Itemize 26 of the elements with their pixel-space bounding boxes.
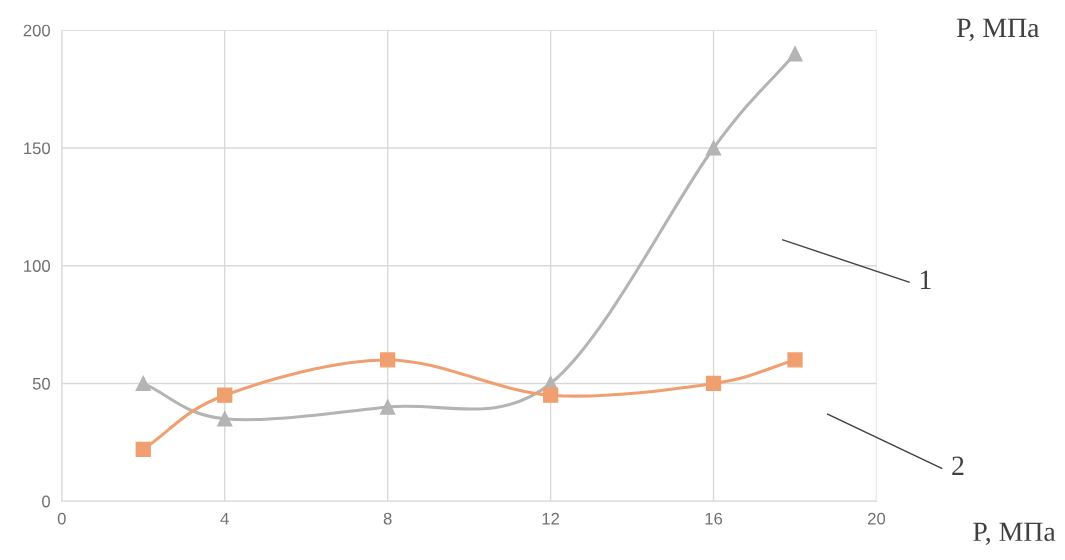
y-tick-label: 150: [24, 142, 51, 155]
text: 2: [952, 456, 964, 475]
point: [217, 387, 233, 403]
x-tick-label: 4: [220, 512, 229, 525]
x-tick-label: 8: [383, 512, 392, 525]
y-tick-label: 0: [42, 495, 51, 508]
x-tick-label: 0: [57, 512, 66, 525]
point: [135, 441, 151, 458]
point: [380, 399, 396, 415]
y-tick-label: 100: [24, 260, 51, 272]
point: [380, 352, 396, 368]
x-tick-label: 12: [542, 512, 560, 525]
point: [787, 352, 803, 368]
text: 1: [920, 270, 931, 289]
x-tick-label: 16: [705, 512, 723, 525]
point: [705, 375, 722, 392]
point: [217, 411, 233, 427]
x-tick-label: 20: [868, 512, 886, 525]
x-axis-title: P, МПа: [973, 522, 1056, 546]
y-tick-label: 200: [23, 24, 51, 37]
y-tick-label: 50: [32, 377, 51, 390]
point: [787, 46, 803, 62]
point: [705, 140, 722, 156]
point: [542, 387, 559, 403]
y-axis-title: P, МПа: [956, 18, 1040, 42]
point: [135, 375, 151, 392]
